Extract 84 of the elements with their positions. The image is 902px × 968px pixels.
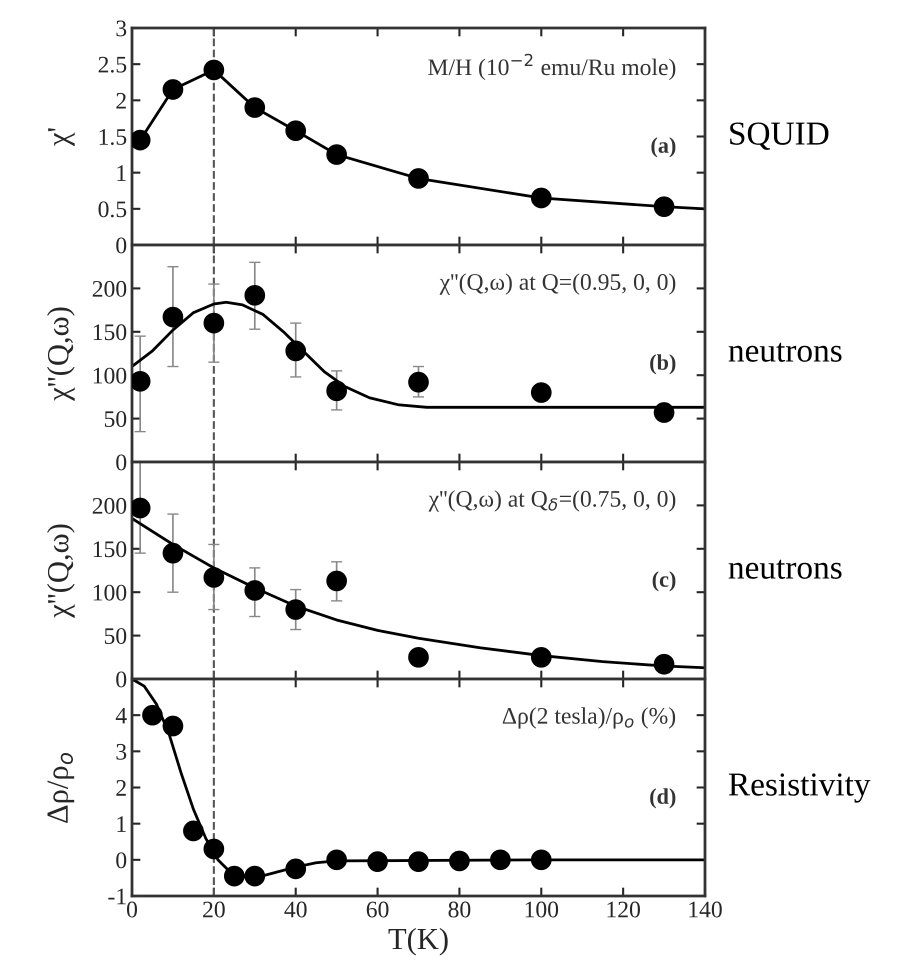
- y-tick-label: 50: [104, 628, 126, 644]
- point: [285, 599, 306, 620]
- point: [449, 850, 470, 872]
- point: [285, 340, 306, 362]
- x-tick-label: 80: [448, 902, 470, 918]
- point: [326, 570, 347, 592]
- point: [244, 285, 266, 306]
- x-tick-label: 140: [689, 902, 722, 918]
- annotation: (d): [650, 788, 676, 808]
- point: [490, 849, 511, 870]
- y-tick-label: 0: [116, 237, 126, 254]
- point: [408, 372, 429, 392]
- point: [654, 654, 674, 675]
- point: [654, 402, 674, 423]
- annotation: Δρ(2 tesla)/ρ$_{o}$ (%): [502, 707, 676, 729]
- y-tick-label: -1: [108, 888, 126, 904]
- x-tick-label: 60: [366, 902, 388, 918]
- point: [142, 704, 163, 726]
- point: [530, 382, 552, 403]
- text: SQUID: [730, 122, 828, 150]
- y-tick-label: 3: [116, 744, 126, 760]
- point: [162, 79, 184, 100]
- y-tick-label: 0.5: [98, 201, 126, 218]
- point: [204, 60, 224, 80]
- y-tick-label: 1: [117, 165, 126, 181]
- point: [530, 188, 552, 208]
- y-axis-title: χ''(Q,ω): [46, 307, 75, 401]
- point: [530, 646, 552, 668]
- y-tick-label: 2: [116, 92, 126, 109]
- point: [326, 144, 347, 165]
- y-axis-title: χ''(Q,ω): [46, 524, 75, 618]
- y-tick-label: 200: [92, 498, 126, 514]
- point: [204, 567, 224, 588]
- point: [367, 851, 388, 872]
- point: [285, 120, 306, 142]
- y-tick-label: 50: [104, 411, 126, 428]
- annotation: (a): [651, 137, 676, 158]
- y-tick-label: 150: [94, 541, 126, 558]
- point: [183, 820, 204, 842]
- annotation: χ''(Q,ω) at Q=(0.95, 0, 0): [440, 273, 676, 295]
- point: [244, 580, 266, 601]
- x-axis-title: T(K): [388, 928, 448, 956]
- y-tick-label: 1.5: [100, 129, 126, 146]
- point: [204, 312, 224, 334]
- point: [408, 168, 429, 189]
- point: [162, 306, 184, 328]
- y-axis-title: χ': [48, 128, 75, 146]
- annotation: M/H (10$^{−2}$ emu/Ru mole): [428, 54, 676, 80]
- y-tick-label: 2: [116, 780, 126, 796]
- y-tick-label: 4: [116, 708, 127, 724]
- point: [204, 838, 224, 860]
- annotation: χ''(Q,ω) at Q$_{δ}$=(0.75, 0, 0): [428, 490, 676, 512]
- point: [530, 849, 552, 870]
- y-tick-label: 100: [94, 368, 126, 384]
- x-tick-label: 120: [608, 902, 640, 918]
- y-tick-label: 200: [92, 280, 126, 297]
- y-tick-label: 0: [116, 852, 126, 868]
- text: Resistivity: [728, 773, 870, 803]
- y-tick-label: 0: [116, 454, 126, 470]
- y-tick-label: 150: [94, 324, 126, 340]
- point: [244, 866, 266, 886]
- point: [162, 542, 184, 564]
- annotation: (c): [652, 571, 676, 592]
- x-tick-label: 40: [284, 902, 307, 918]
- y-tick-label: 100: [94, 584, 126, 601]
- point: [408, 851, 429, 872]
- point: [326, 380, 347, 402]
- point: [285, 858, 306, 880]
- text: neutrons: [728, 560, 842, 579]
- point: [326, 849, 347, 870]
- x-tick-label: 20: [203, 902, 225, 918]
- annotation: (b): [650, 354, 676, 374]
- point: [244, 97, 266, 118]
- point: [162, 716, 184, 736]
- y-tick-label: 0: [116, 671, 126, 688]
- point: [224, 866, 245, 886]
- text: neutrons: [728, 342, 842, 362]
- x-tick-label: 100: [526, 902, 558, 918]
- y-tick-label: 1: [117, 816, 126, 832]
- point: [408, 646, 429, 668]
- y-tick-label: 2.5: [98, 56, 126, 73]
- y-axis-title: Δρ/ρ$_{o}$: [48, 752, 74, 823]
- y-tick-label: 3: [116, 20, 126, 36]
- point: [654, 196, 674, 217]
